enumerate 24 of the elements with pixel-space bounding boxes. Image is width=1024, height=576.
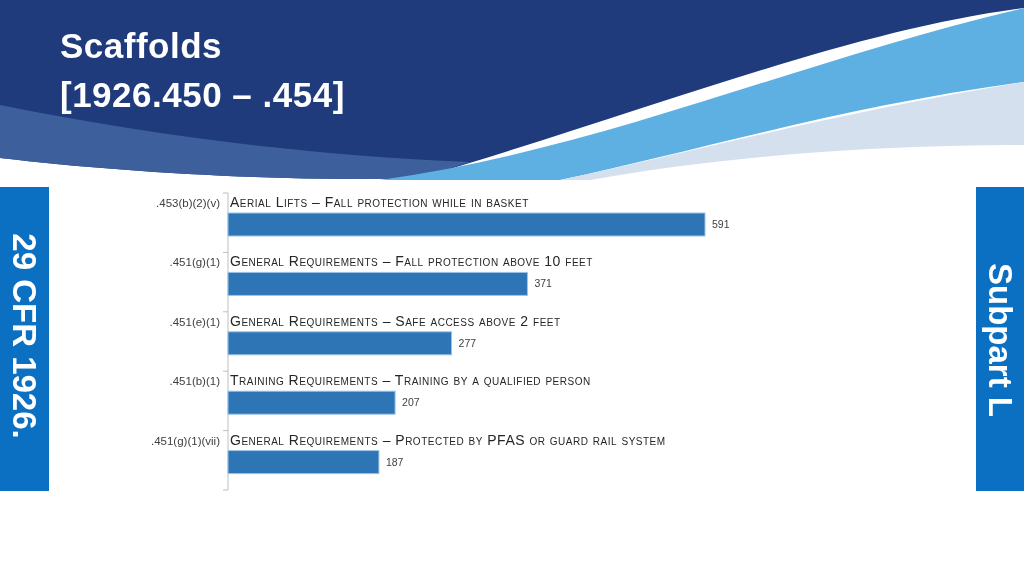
bar <box>227 390 396 415</box>
chart-subtitle: [1926.450 – .454] <box>60 75 345 114</box>
data-label: 187 <box>385 455 404 468</box>
y-tick-label: .451(g)(1)(vii) <box>150 434 221 447</box>
annotation: General Requirements – Protected by PFAS or guard rail system <box>230 431 666 448</box>
data-label: 591 <box>712 218 730 230</box>
annotation: Aerial Lifts – Fall protection while in basket <box>230 194 529 210</box>
chart-title: Scaffolds <box>60 26 223 65</box>
bar <box>227 271 528 296</box>
text: Subpart L <box>981 263 1019 417</box>
y-tick-label: .451(e)(1) <box>169 315 221 328</box>
annotation: General Requirements – Safe access above 2 feet <box>230 312 561 329</box>
data-label: 207 <box>402 396 420 409</box>
y-tick-label: .451(b)(1) <box>169 375 221 388</box>
data-label: 371 <box>534 277 553 290</box>
y-tick-label: .453(b)(2)(v) <box>156 197 221 209</box>
y-tick-label: .451(g)(1) <box>169 256 221 269</box>
data-label: 277 <box>458 336 477 349</box>
bar <box>227 212 706 237</box>
bar <box>227 331 453 356</box>
bar <box>227 450 380 475</box>
text: 29 CFR 1926. <box>5 233 43 439</box>
annotation: General Requirements – Fall protection above 10 feet <box>230 253 593 270</box>
annotation: Training Requirements – Training by a qualified person <box>230 372 591 389</box>
